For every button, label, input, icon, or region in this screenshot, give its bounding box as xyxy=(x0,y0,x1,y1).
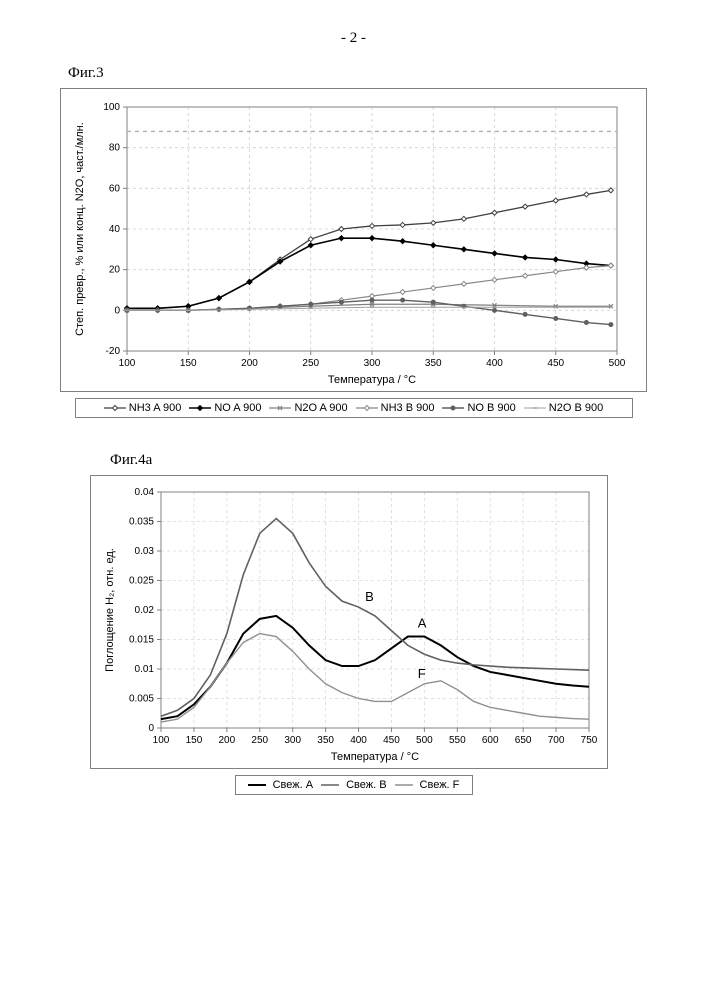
svg-text:0: 0 xyxy=(148,723,154,734)
svg-text:Степ. превр., % или конц. N2O,: Степ. превр., % или конц. N2O, част./млн… xyxy=(74,122,86,336)
svg-text:250: 250 xyxy=(251,735,268,746)
legend-item: NO B 900 xyxy=(442,402,515,414)
legend-label: N2O A 900 xyxy=(294,402,347,414)
legend-label: Свеж. A xyxy=(273,779,313,791)
svg-text:350: 350 xyxy=(425,358,442,369)
svg-text:0.025: 0.025 xyxy=(129,576,154,587)
svg-text:B: B xyxy=(365,589,374,604)
fig3-label: Фиг.3 xyxy=(68,65,647,82)
legend-item: N2O B 900 xyxy=(524,402,603,414)
legend-item: NH3 B 900 xyxy=(356,402,435,414)
page: - 2 - Фиг.3 100150200250300350400450500-… xyxy=(0,0,707,1000)
svg-text:550: 550 xyxy=(449,735,466,746)
svg-text:80: 80 xyxy=(109,143,121,154)
svg-text:F: F xyxy=(418,666,426,681)
fig4a-chart: 100 150 200 250 300 350 400 450 500 550 600 650 700 7… xyxy=(90,475,608,769)
svg-text:0.015: 0.015 xyxy=(129,635,154,646)
legend-label: NH3 A 900 xyxy=(129,402,182,414)
svg-text:500: 500 xyxy=(416,735,433,746)
svg-text:500: 500 xyxy=(609,358,626,369)
svg-text:0: 0 xyxy=(114,305,120,316)
svg-text:150: 150 xyxy=(186,735,203,746)
svg-text:0.01: 0.01 xyxy=(135,664,155,675)
svg-text:750: 750 xyxy=(581,735,598,746)
svg-text:450: 450 xyxy=(383,735,400,746)
svg-text:A: A xyxy=(418,616,427,631)
fig4a-svg: 100 150 200 250 300 350 400 450 500 550 600 650 700 7… xyxy=(99,484,599,764)
svg-text:-20: -20 xyxy=(106,346,121,357)
fig3-legend: NH3 A 900 NO A 900 N2O A 900 NH3 B 900 NO B … xyxy=(75,398,633,418)
page-number: - 2 - xyxy=(60,30,647,47)
svg-text:20: 20 xyxy=(109,265,121,276)
svg-text:0.04: 0.04 xyxy=(135,487,155,498)
svg-text:0.035: 0.035 xyxy=(129,517,154,528)
legend-item: Свеж. F xyxy=(395,779,460,791)
svg-text:60: 60 xyxy=(109,183,121,194)
svg-text:200: 200 xyxy=(219,735,236,746)
svg-text:700: 700 xyxy=(548,735,565,746)
fig4a-label: Фиг.4a xyxy=(110,452,647,469)
svg-text:0.005: 0.005 xyxy=(129,694,154,705)
svg-text:250: 250 xyxy=(302,358,319,369)
svg-text:400: 400 xyxy=(486,358,503,369)
legend-label: Свеж. F xyxy=(420,779,460,791)
svg-text:0.03: 0.03 xyxy=(135,546,155,557)
svg-text:300: 300 xyxy=(364,358,381,369)
svg-text:100: 100 xyxy=(103,102,120,113)
svg-text:450: 450 xyxy=(547,358,564,369)
svg-text:0.02: 0.02 xyxy=(135,605,155,616)
svg-text:300: 300 xyxy=(284,735,301,746)
svg-text:650: 650 xyxy=(515,735,532,746)
svg-text:Поглощение H₂, отн. ед.: Поглощение H₂, отн. ед. xyxy=(104,548,116,672)
legend-label: NH3 B 900 xyxy=(381,402,435,414)
legend-item: NO A 900 xyxy=(189,402,261,414)
legend-item: Свеж. A xyxy=(248,779,313,791)
legend-label: Свеж. B xyxy=(346,779,386,791)
legend-label: NO A 900 xyxy=(214,402,261,414)
svg-text:Температура / °C: Температура / °C xyxy=(328,374,416,386)
svg-text:350: 350 xyxy=(317,735,334,746)
svg-text:40: 40 xyxy=(109,224,121,235)
svg-text:400: 400 xyxy=(350,735,367,746)
fig4a-legend: Свеж. A Свеж. B Свеж. F xyxy=(235,775,473,795)
svg-text:100: 100 xyxy=(153,735,170,746)
svg-text:Температура / °C: Температура / °C xyxy=(331,751,419,763)
legend-item: NH3 A 900 xyxy=(104,402,182,414)
svg-text:600: 600 xyxy=(482,735,499,746)
legend-label: N2O B 900 xyxy=(549,402,603,414)
svg-text:100: 100 xyxy=(119,358,136,369)
legend-item: N2O A 900 xyxy=(269,402,347,414)
fig3-chart: 100 150 200 250 300 350 400 450 500 -20 0 20 40 60 80 1… xyxy=(60,88,647,392)
legend-item: Свеж. B xyxy=(321,779,386,791)
legend-label: NO B 900 xyxy=(467,402,515,414)
svg-text:150: 150 xyxy=(180,358,197,369)
svg-text:200: 200 xyxy=(241,358,258,369)
fig3-svg: 100 150 200 250 300 350 400 450 500 -20 0 20 40 60 80 1… xyxy=(69,97,629,387)
